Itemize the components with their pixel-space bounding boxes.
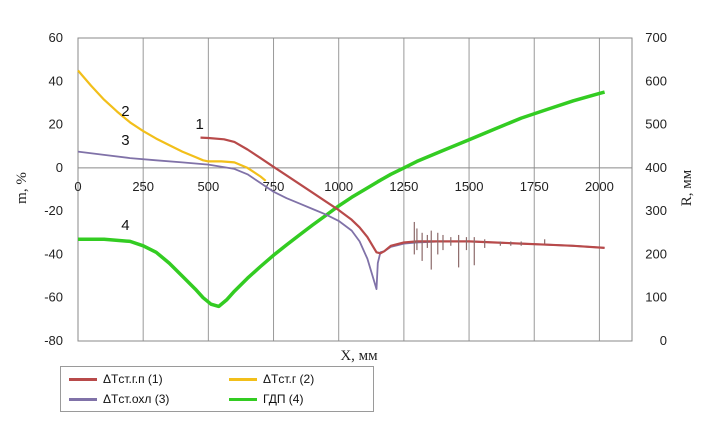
series-line-2 bbox=[77, 69, 267, 182]
x-tick-labels: 0 250 500 750 1000 1250 1500 1750 2000 bbox=[74, 179, 613, 194]
plot-area-border bbox=[77, 37, 633, 342]
curve-label-4: 4 bbox=[121, 217, 129, 234]
y-right-tick-label: 100 bbox=[645, 290, 667, 305]
x-tick-label: 1500 bbox=[455, 179, 484, 194]
x-axis-title: X, мм bbox=[340, 348, 378, 364]
y-left-tick-label: 20 bbox=[49, 117, 63, 132]
curve-number-labels: 1 2 3 4 bbox=[121, 103, 204, 234]
legend-item-series-2: ΔTст.г (2) bbox=[229, 370, 314, 388]
y-left-tick-label: 0 bbox=[56, 160, 63, 175]
y-right-tick-label: 700 bbox=[645, 30, 667, 45]
series-line-4 bbox=[78, 90, 606, 309]
series-3-noise-spikes bbox=[413, 221, 546, 270]
legend-swatch-series-2 bbox=[229, 377, 257, 381]
legend-item-series-1: ΔTст.г.п (1) bbox=[69, 370, 163, 388]
x-tick-label: 1750 bbox=[520, 179, 549, 194]
y-right-tick-label: 0 bbox=[660, 333, 667, 348]
y-right-tick-label: 600 bbox=[645, 73, 667, 88]
y-left-tick-label: -20 bbox=[44, 203, 63, 218]
y-left-tick-labels: 60 40 20 0 -20 -40 -60 -80 bbox=[44, 30, 63, 348]
y-right-axis-title: R, мм bbox=[679, 169, 695, 206]
legend-label-series-2: ΔTст.г (2) bbox=[263, 372, 315, 386]
x-tick-label: 750 bbox=[263, 179, 285, 194]
curve-label-3: 3 bbox=[121, 132, 129, 149]
legend-label-series-4: ГДП (4) bbox=[263, 392, 304, 406]
vertical-gridlines bbox=[77, 38, 600, 341]
series-lines bbox=[77, 69, 606, 309]
curve-label-2: 2 bbox=[121, 103, 129, 120]
y-right-tick-label: 500 bbox=[645, 117, 667, 132]
legend-swatch-series-1 bbox=[69, 377, 97, 381]
legend-swatch-series-4 bbox=[229, 397, 257, 401]
legend-item-series-3: ΔTст.охл (3) bbox=[69, 390, 169, 408]
series-line-1 bbox=[200, 136, 605, 255]
y-left-tick-label: -80 bbox=[44, 333, 63, 348]
x-tick-label: 1000 bbox=[324, 179, 353, 194]
y-right-tick-label: 300 bbox=[645, 203, 667, 218]
x-tick-label: 0 bbox=[74, 179, 81, 194]
curve-label-1: 1 bbox=[196, 116, 204, 133]
y-left-tick-label: -60 bbox=[44, 290, 63, 305]
legend-item-series-4: ГДП (4) bbox=[229, 390, 303, 408]
y-right-tick-label: 200 bbox=[645, 246, 667, 261]
legend-label-series-1: ΔTст.г.п (1) bbox=[103, 372, 163, 386]
y-left-tick-label: -40 bbox=[44, 246, 63, 261]
y-left-tick-label: 60 bbox=[49, 30, 63, 45]
x-tick-label: 2000 bbox=[585, 179, 614, 194]
legend: ΔTст.г.п (1) ΔTст.г (2) ΔTст.охл (3) ГДП… bbox=[60, 366, 374, 412]
x-tick-label: 250 bbox=[132, 179, 154, 194]
y-right-tick-labels: 700 600 500 400 300 200 100 0 bbox=[645, 30, 667, 348]
x-tick-label: 500 bbox=[198, 179, 220, 194]
x-tick-label: 1250 bbox=[389, 179, 418, 194]
legend-label-series-3: ΔTст.охл (3) bbox=[103, 392, 170, 406]
series-line-3 bbox=[77, 150, 605, 291]
y-left-axis-title: m, % bbox=[14, 172, 30, 204]
y-right-tick-label: 400 bbox=[645, 160, 667, 175]
y-left-tick-label: 40 bbox=[49, 73, 63, 88]
legend-swatch-series-3 bbox=[69, 397, 97, 401]
